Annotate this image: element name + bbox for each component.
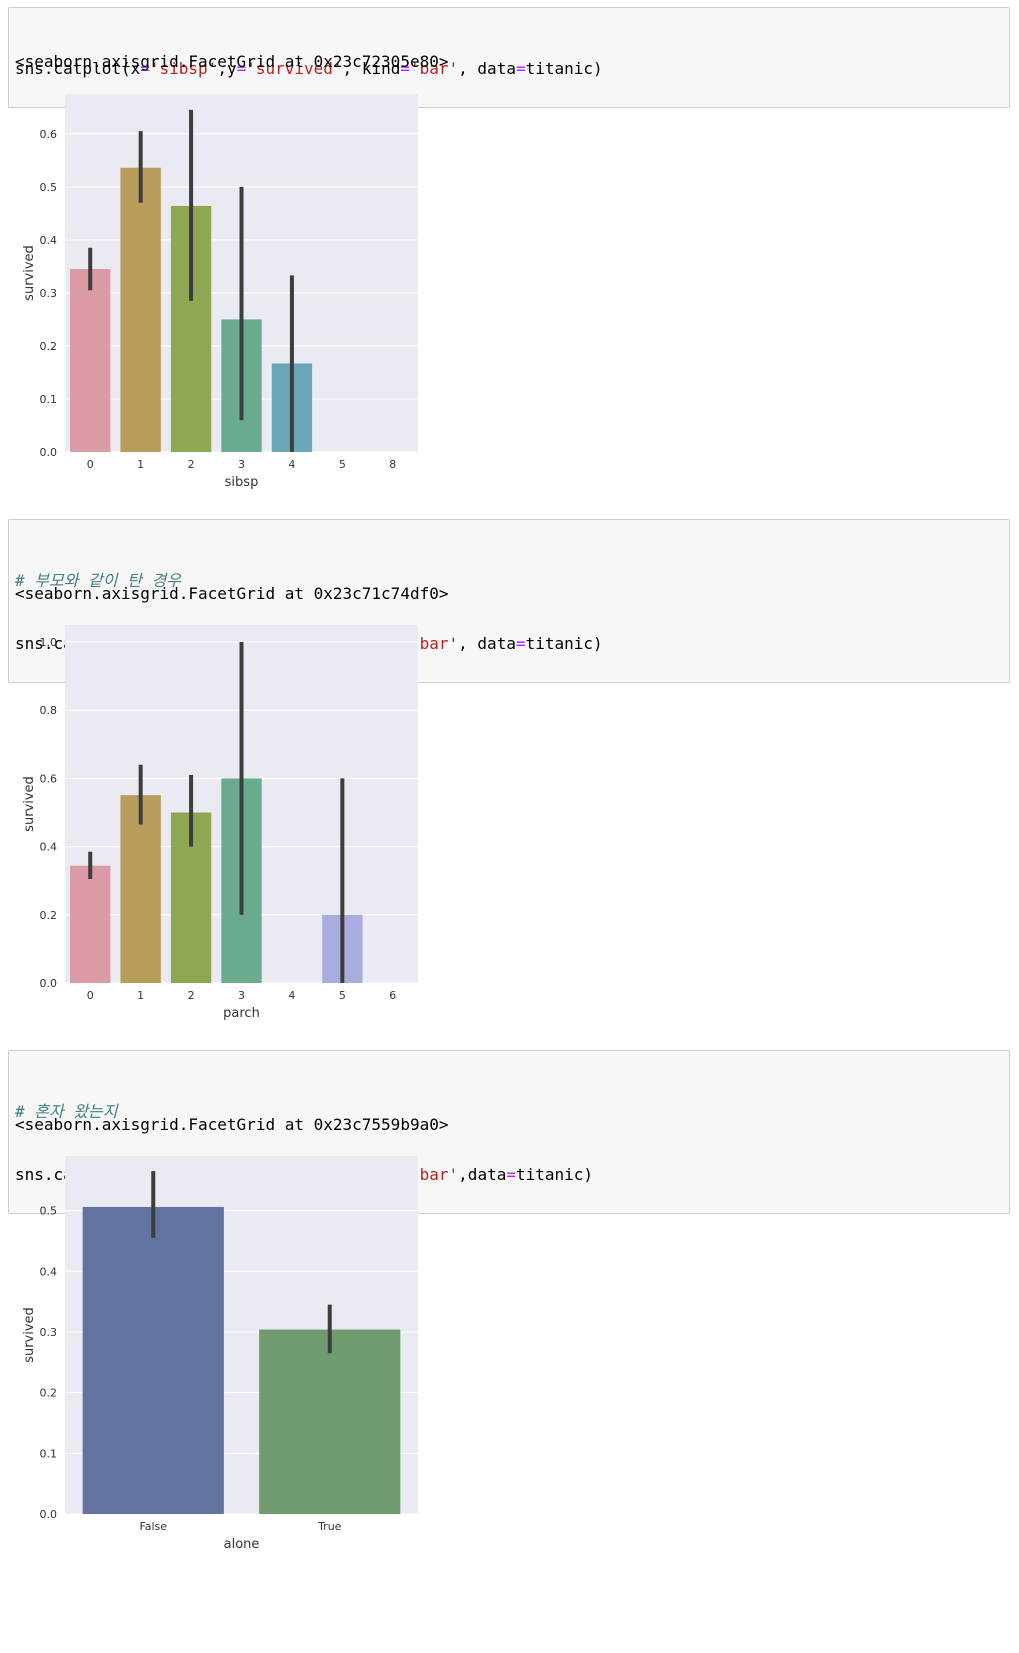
y-tick-label: 0.4 <box>40 1265 58 1278</box>
bar <box>70 269 111 452</box>
output-text: <seaborn.axisgrid.FacetGrid at 0x23c7559… <box>15 1115 449 1134</box>
x-tick-label: 5 <box>339 458 346 471</box>
x-axis-label: parch <box>223 1006 260 1021</box>
code-token: ,data <box>458 1165 507 1184</box>
x-tick-label: 4 <box>288 989 295 1002</box>
y-tick-label: 0.3 <box>40 287 58 300</box>
code-cell-3[interactable]: # 혼자 왔는지 sns.catplot(x='alone', y='survi… <box>8 1050 1010 1214</box>
y-tick-label: 0.1 <box>40 1447 58 1460</box>
bar <box>259 1329 401 1514</box>
code-token: titanic) <box>525 59 603 78</box>
y-tick-label: 0.1 <box>40 393 58 406</box>
x-tick-label: True <box>317 1520 342 1533</box>
x-tick-label: 3 <box>238 989 245 1002</box>
code-token: titanic) <box>525 634 603 653</box>
bar <box>120 167 161 452</box>
output-text: <seaborn.axisgrid.FacetGrid at 0x23c71c7… <box>15 584 449 603</box>
x-tick-label: 4 <box>288 458 295 471</box>
code-token: = <box>506 1165 516 1184</box>
code-token: ,y <box>217 59 237 78</box>
y-tick-label: 0.3 <box>40 1326 58 1339</box>
bar-chart-alone: 0.0 0.1 0.2 0.3 0.4 0.5 False True alone survived <box>22 1156 418 1552</box>
code-cell-1[interactable]: sns.catplot(x='sibsp',y='survived', kind… <box>8 7 1010 108</box>
code-comment: # 혼자 왔는지 <box>15 1102 118 1121</box>
x-tick-label: 0 <box>87 458 94 471</box>
code-token: 'bar' <box>409 59 459 78</box>
code-token: 'survived' <box>246 59 343 78</box>
code-token: = <box>236 59 247 78</box>
y-tick-label: 0.0 <box>40 1508 58 1521</box>
code-token: = <box>140 59 150 78</box>
code-token: = <box>515 634 526 653</box>
y-axis-label: survived <box>22 776 37 832</box>
y-tick-label: 0.4 <box>40 841 58 854</box>
code-token: 'bar' <box>409 634 459 653</box>
x-tick-label: 6 <box>389 989 396 1002</box>
y-tick-label: 0.6 <box>40 128 58 141</box>
bar <box>120 795 161 983</box>
code-token: 'sibsp' <box>149 59 218 78</box>
bar <box>82 1206 224 1514</box>
y-tick-label: 0.8 <box>40 704 58 717</box>
code-token: , kind <box>342 59 401 78</box>
code-token: sns.catplot(x <box>15 59 141 78</box>
x-tick-label: 0 <box>87 989 94 1002</box>
y-tick-label: 0.6 <box>40 772 58 785</box>
y-axis-label: survived <box>22 245 37 301</box>
bar-chart-sibsp: 0.0 0.1 0.2 0.3 0.4 0.5 0.6 0 1 2 3 4 5 8 sibsp survive… <box>22 94 418 490</box>
code-token: titanic) <box>515 1165 594 1184</box>
code-token: = <box>515 59 526 78</box>
code-token: , data <box>458 59 516 78</box>
code-token: , data <box>458 634 516 653</box>
x-tick-label: False <box>139 1520 167 1533</box>
y-tick-label: 0.4 <box>40 234 58 247</box>
x-tick-label: 8 <box>389 458 396 471</box>
bar <box>70 865 111 983</box>
y-tick-label: 1.0 <box>40 636 58 649</box>
y-tick-label: 0.5 <box>40 1205 58 1218</box>
code-token: 'bar' <box>410 1165 459 1184</box>
y-tick-label: 0.0 <box>40 446 58 459</box>
code-line: sns.catplot(x='sibsp',y='survived', kind… <box>15 58 1003 79</box>
code-token: = <box>400 59 410 78</box>
y-tick-label: 0.2 <box>40 909 58 922</box>
x-axis-label: sibsp <box>225 475 259 490</box>
x-tick-label: 2 <box>188 458 195 471</box>
output-text: <seaborn.axisgrid.FacetGrid at 0x23c7230… <box>15 52 449 71</box>
y-axis-label: survived <box>22 1307 37 1363</box>
code-comment: # 부모와 같이 탄 경우 <box>15 571 181 590</box>
x-tick-label: 1 <box>137 458 144 471</box>
x-tick-label: 1 <box>137 989 144 1002</box>
x-axis-label: alone <box>224 1537 260 1552</box>
y-tick-label: 0.2 <box>40 340 58 353</box>
y-tick-label: 0.0 <box>40 977 58 990</box>
x-tick-label: 2 <box>188 989 195 1002</box>
y-tick-label: 0.5 <box>40 181 58 194</box>
y-tick-label: 0.2 <box>40 1387 58 1400</box>
x-tick-label: 3 <box>238 458 245 471</box>
x-tick-label: 5 <box>339 989 346 1002</box>
bar-chart-parch: 0.0 0.2 0.4 0.6 0.8 1.0 0 1 2 3 4 5 6 parch survived <box>22 625 418 1021</box>
